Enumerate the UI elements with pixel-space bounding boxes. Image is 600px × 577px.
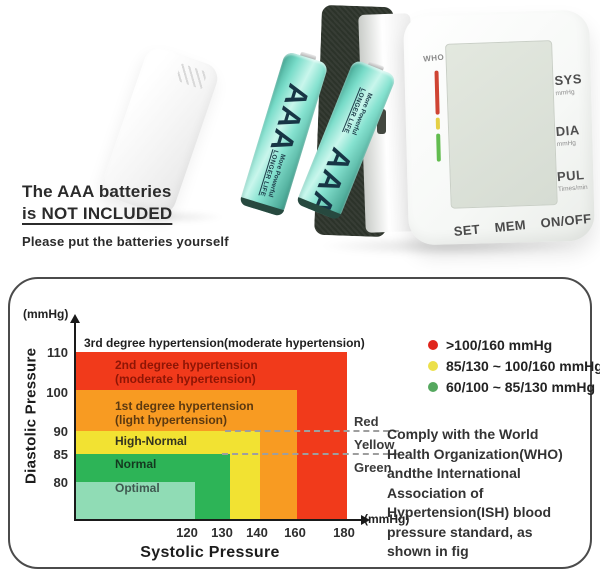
readout-sys-label: SYS — [553, 71, 583, 89]
who-indicator-green — [436, 133, 441, 162]
cover-grip-ridges — [175, 63, 208, 90]
legend-text-yellow: 85/130 ~ 100/160 mmHg — [446, 357, 600, 374]
zone-label-subline: (light hypertension) — [115, 413, 227, 427]
x-tick-180: 180 — [333, 525, 355, 540]
lcd-screen — [445, 40, 558, 209]
readout-dia-label: DIA — [555, 122, 581, 140]
legend-dot-yellow — [428, 360, 438, 371]
legend-row-yellow: 85/130 ~ 100/160 mmHg — [428, 355, 600, 376]
y-axis-unit: (mmHg) — [23, 307, 69, 321]
y-tick-110: 110 — [47, 345, 68, 360]
threshold-line-85 — [222, 453, 399, 455]
zone-optimal — [75, 482, 195, 520]
threshold-line-90 — [225, 430, 399, 432]
zone-label-subline: (moderate hypertension) — [115, 372, 256, 386]
readout-sys-unit: mmHg — [555, 88, 575, 98]
zone-label-line: Normal — [115, 457, 157, 471]
legend-dot-red — [428, 339, 438, 350]
legend-dot-green — [428, 381, 438, 392]
battery-notice: The AAA batteries is NOT INCLUDED Please… — [22, 181, 229, 249]
battery-notice-sub: Please put the batteries yourself — [22, 234, 229, 249]
y-axis-arrow — [70, 314, 80, 323]
battery-notice-line1: The AAA batteries — [22, 182, 172, 201]
who-indicator-yellow — [435, 117, 441, 130]
y-tick-90: 90 — [53, 424, 68, 439]
zone-normal-label: Normal — [115, 457, 156, 471]
x-tick-140: 140 — [246, 525, 268, 540]
x-axis-arrow — [361, 515, 370, 525]
readout-dia-unit: mmHg — [556, 139, 577, 149]
who-indicator-bar — [434, 70, 441, 162]
x-tick-120: 120 — [176, 525, 198, 540]
zone-1st-degree-label: 1st degree hypertension (light hypertens… — [115, 399, 254, 427]
zone-optimal-label: Optimal — [115, 481, 160, 495]
who-label: WHO — [422, 52, 445, 64]
x-tick-160: 160 — [284, 525, 306, 540]
legend-text-red: >100/160 mmHg — [446, 336, 553, 353]
battery-compartment-slot — [377, 109, 386, 134]
mem-button-label: MEM — [493, 217, 527, 236]
x-axis-unit: (mmHg) — [364, 512, 410, 526]
y-tick-85: 85 — [53, 447, 68, 462]
zone-label-line: Optimal — [115, 481, 160, 495]
y-axis-title: Diastolic Pressure — [22, 347, 40, 485]
threshold-label-red: Red — [354, 414, 379, 429]
onoff-button-label: ON/OFF — [539, 210, 592, 231]
readout-dia: DIA mmHg — [555, 122, 581, 151]
zone-high-normal-label: High-Normal — [115, 434, 187, 448]
zone-label-line: 2nd degree hypertension — [115, 358, 258, 372]
readout-sys: SYS mmHg — [553, 71, 583, 100]
legend-text-green: 60/100 ~ 85/130 mmHg — [446, 378, 596, 395]
zone-2nd-degree-label: 2nd degree hypertension (moderate hypert… — [115, 358, 258, 386]
zone-label-line: High-Normal — [115, 434, 187, 448]
cover-shadow — [104, 210, 224, 224]
x-tick-130: 130 — [211, 525, 233, 540]
legend-row-red: >100/160 mmHg — [428, 334, 600, 355]
x-axis — [74, 519, 362, 521]
who-compliance-note: Comply with the World Health Organizatio… — [387, 426, 563, 559]
legend-row-green: 60/100 ~ 85/130 mmHg — [428, 376, 600, 397]
product-photo-section: The AAA batteries is NOT INCLUDED Please… — [0, 0, 600, 277]
bp-monitor-device: WHO SYS mmHg DIA mmHg PUL Times/min SET … — [403, 9, 595, 246]
set-button-label: SET — [453, 221, 481, 239]
battery-notice-line2: is NOT INCLUDED — [22, 204, 173, 223]
y-axis — [74, 323, 76, 521]
readout-pul: PUL Times/min — [556, 167, 588, 196]
y-tick-80: 80 — [53, 475, 68, 490]
zone-label-line: 1st degree hypertension — [115, 399, 254, 413]
bp-classification-panel: (mmHg) Diastolic Pressure 3rd degree hyp… — [8, 277, 600, 569]
y-tick-100: 100 — [46, 385, 68, 400]
chart-legend: >100/160 mmHg 85/130 ~ 100/160 mmHg 60/1… — [428, 334, 600, 397]
x-axis-title: Systolic Pressure — [140, 544, 280, 561]
readout-pul-unit: Times/min — [557, 183, 588, 194]
threshold-label-green: Green — [354, 460, 392, 475]
device-buttons: SET MEM ON/OFF — [453, 211, 592, 239]
who-indicator-red — [434, 70, 440, 115]
threshold-label-yellow: Yellow — [354, 437, 395, 452]
zone-3rd-degree-label: 3rd degree hypertension(moderate hyperte… — [84, 336, 365, 350]
